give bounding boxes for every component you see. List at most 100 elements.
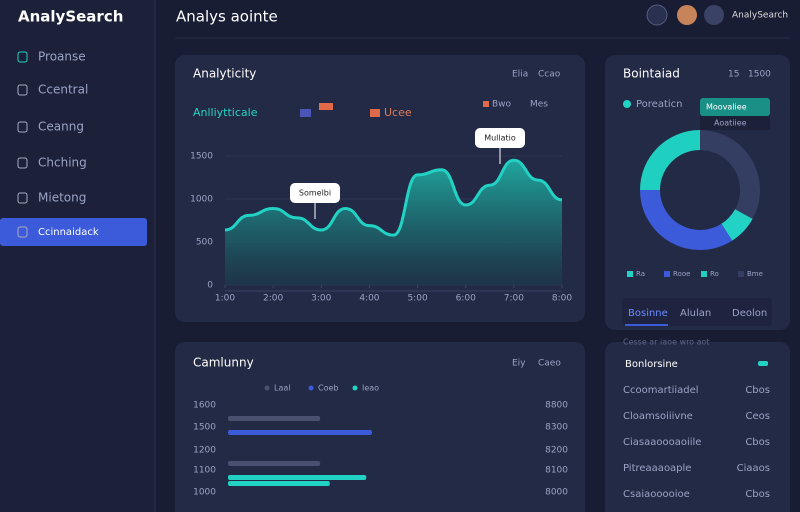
y-tick-label: 1200	[193, 446, 216, 456]
y-tick-label: 500	[196, 238, 213, 248]
tab[interactable]: 1500	[748, 70, 771, 80]
x-tick-label: 8:00	[552, 294, 572, 304]
legend-swatch	[627, 271, 633, 277]
legend-label: Ra	[636, 270, 645, 278]
x-tick-label: 1:00	[215, 294, 235, 304]
tab[interactable]: Alulan	[680, 308, 711, 319]
tooltip	[700, 98, 770, 116]
list-label: Cloamsoiiivne	[623, 411, 693, 422]
nav-item[interactable]: Ccentral	[38, 83, 88, 97]
tab[interactable]: Caeo	[538, 359, 561, 369]
donut-slice	[639, 190, 733, 250]
legend-swatch	[264, 385, 270, 391]
panel	[605, 342, 790, 512]
tooltip-text: Aoatiiee	[714, 119, 747, 128]
legend-swatch	[738, 271, 744, 277]
list-label: Ciasaaoooaoiile	[623, 437, 701, 448]
list-title: Bonlorsine	[625, 359, 678, 370]
legend-label: Anlliytticale	[193, 106, 258, 119]
callout-text: Mullatio	[484, 134, 516, 143]
row-value: 8200	[545, 446, 568, 456]
list-label: Csaiaooooioe	[623, 489, 690, 500]
nav-item[interactable]: Chching	[38, 156, 87, 170]
filter[interactable]: Bwo	[492, 100, 512, 110]
callout	[475, 128, 525, 148]
list-subtitle: Cesse ar iaoe wro aot	[623, 338, 710, 347]
nav-icon	[17, 121, 28, 133]
tooltip	[700, 116, 770, 130]
legend-swatch	[483, 101, 489, 107]
legend-swatch	[308, 385, 314, 391]
list-value: Cbos	[745, 437, 770, 448]
x-tick-label: 3:00	[311, 294, 331, 304]
legend-swatch	[319, 103, 333, 110]
legend-label: Ucee	[384, 106, 412, 119]
bar	[228, 481, 330, 486]
tab[interactable]: 15	[728, 70, 739, 80]
nav-item[interactable]: Ccinnaidack	[38, 227, 99, 238]
sidebar	[0, 0, 155, 512]
list-label: Pitreaaaoaple	[623, 463, 691, 474]
legend-label: Ro	[710, 270, 719, 278]
tab[interactable]: Elia	[512, 70, 528, 80]
nav-item[interactable]: Mietong	[38, 191, 86, 205]
tab[interactable]: Ccao	[538, 70, 561, 80]
nav-icon	[17, 192, 28, 204]
row-value: 8100	[545, 466, 568, 476]
y-tick-label: 1100	[193, 466, 216, 476]
x-tick-label: 4:00	[359, 294, 379, 304]
donut	[639, 130, 761, 250]
bar	[228, 461, 321, 466]
panel-title: Camlunny	[193, 356, 254, 370]
legend-swatch	[664, 271, 670, 277]
panel	[605, 55, 790, 330]
y-tick-label: 1600	[193, 401, 216, 411]
callout-text: Somelbi	[299, 189, 331, 198]
bar	[228, 430, 372, 435]
filter[interactable]: Mes	[530, 100, 548, 110]
logo: AnalySearch	[18, 8, 123, 26]
legend-label: Ieao	[362, 384, 379, 393]
bar	[228, 416, 321, 421]
x-tick-label: 6:00	[456, 294, 476, 304]
y-tick-label: 1500	[190, 152, 213, 162]
donut-slice	[721, 209, 753, 241]
list-value: Cbos	[745, 489, 770, 500]
tooltip-text: Moovaliee	[706, 103, 747, 112]
row-value: 8300	[545, 423, 568, 433]
y-tick-label: 1500	[193, 423, 216, 433]
avatar[interactable]	[704, 5, 724, 25]
y-tick-label: 1000	[190, 195, 213, 205]
legend-swatch	[701, 271, 707, 277]
tab[interactable]: Deolon	[732, 308, 767, 319]
nav-icon	[17, 157, 28, 169]
row-value: 8800	[545, 401, 568, 411]
nav-item[interactable]: Ceanng	[38, 120, 84, 134]
x-tick-label: 2:00	[263, 294, 283, 304]
line	[224, 158, 563, 237]
tab[interactable]: Bosinne	[628, 308, 668, 319]
icon-button[interactable]	[646, 4, 668, 26]
list-value: Cbos	[745, 385, 770, 396]
avatar[interactable]	[677, 5, 697, 25]
panel	[175, 342, 585, 512]
donut-slice	[700, 130, 761, 219]
tab[interactable]: Eiy	[512, 359, 526, 369]
nav-icon	[17, 51, 28, 63]
tab-bar	[622, 298, 772, 326]
nav-active	[0, 218, 147, 246]
legend-label: Poreaticn	[636, 99, 683, 110]
legend-label: Rooe	[673, 270, 690, 278]
row-value: 8000	[545, 488, 568, 498]
header-title: Analys aointe	[176, 8, 278, 26]
y-tick-label: 1000	[193, 488, 216, 498]
nav-item[interactable]: Proanse	[38, 50, 86, 64]
legend-label: Laal	[274, 384, 290, 393]
nav-icon	[17, 226, 28, 238]
area	[225, 160, 562, 285]
x-tick-label: 5:00	[407, 294, 427, 304]
panel-title: Analyticity	[193, 67, 256, 81]
legend-label: Coeb	[318, 384, 338, 393]
panel-title: Bointaiad	[623, 67, 680, 81]
